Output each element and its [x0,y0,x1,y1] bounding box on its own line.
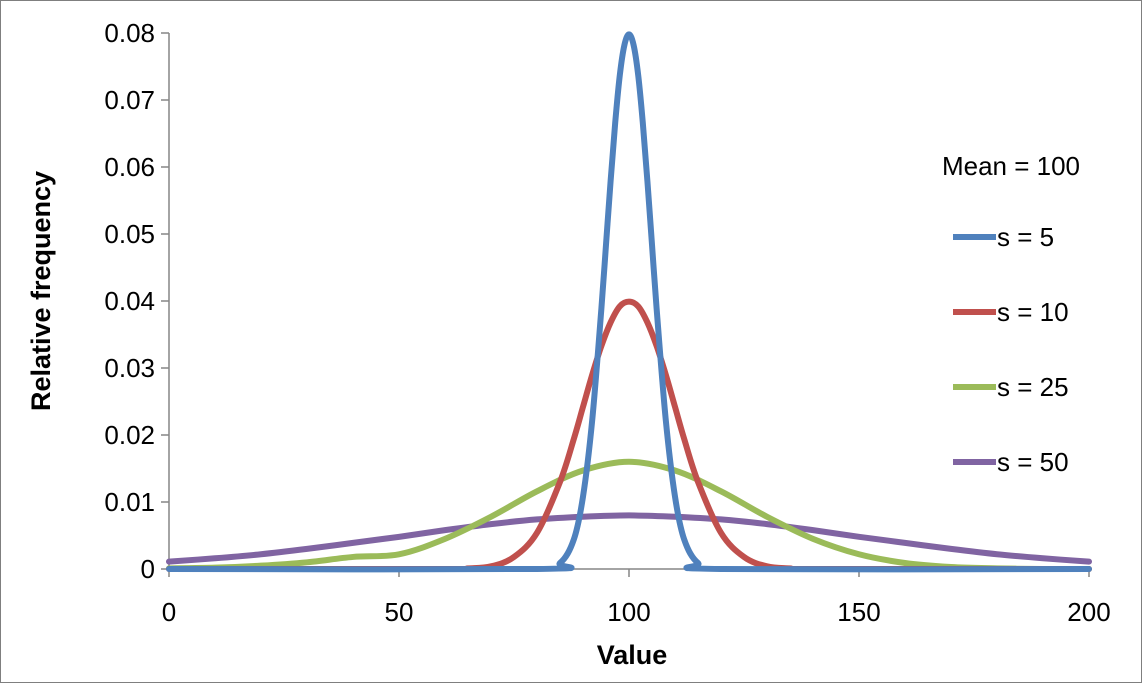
series-line-s-10 [166,298,1092,573]
x-tick-label: 200 [1067,597,1110,627]
x-tick-label: 50 [385,597,414,627]
y-tick-label: 0.08 [104,18,155,48]
legend-label-s-5: s = 5 [997,222,1054,252]
y-tick-label: 0.05 [104,219,155,249]
x-axis-title: Value [597,640,668,670]
legend: Mean = 100 s = 5 s = 10 s = 25 s = 50 [942,151,1080,477]
legend-label-s-10: s = 10 [997,297,1069,327]
y-tick-label: 0.02 [104,420,155,450]
legend-label-s-25: s = 25 [997,372,1069,402]
legend-title: Mean = 100 [942,151,1080,181]
series-line-s-50 [166,512,1092,565]
series-line-s-5 [166,31,1092,573]
y-tick-label: 0.07 [104,85,155,115]
y-tick-label: 0.03 [104,353,155,383]
y-tick-label: 0.06 [104,152,155,182]
x-tick-label: 150 [837,597,880,627]
y-tick-label: 0.04 [104,286,155,316]
y-tick-label: 0.01 [104,487,155,517]
x-tick-label: 0 [162,597,176,627]
y-axis-title: Relative frequency [26,171,56,411]
axes: 0 0.01 0.02 0.03 0.04 0.05 0.06 0.07 0.08 0 50 100 1… [104,18,1110,627]
x-tick-label: 100 [607,597,650,627]
legend-label-s-50: s = 50 [997,447,1069,477]
plot-lines [166,31,1092,573]
y-tick-label: 0 [141,554,155,584]
